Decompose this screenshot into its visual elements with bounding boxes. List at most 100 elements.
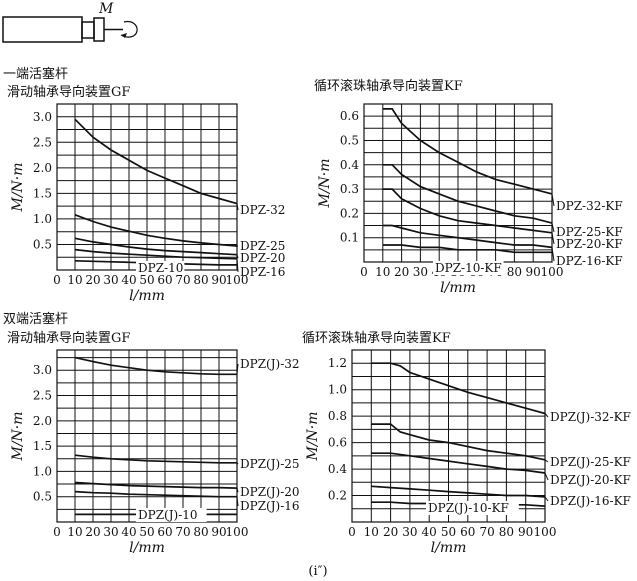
- series-label: DPZ-25: [240, 239, 285, 253]
- x-tick-label: 80: [193, 273, 208, 287]
- x-tick-label: 0: [53, 525, 61, 539]
- y-axis-label: M/N·m: [305, 411, 321, 461]
- series-leader-line: [544, 496, 549, 502]
- y-tick-label: 0.5: [33, 237, 52, 251]
- series-line-DPZ-20: [74, 237, 238, 256]
- chart-title: 循环滚珠轴承导向装置KF: [314, 78, 463, 94]
- series-leader-line: [236, 363, 239, 375]
- x-tick-label: 40: [121, 273, 136, 287]
- x-tick-label: 40: [422, 525, 437, 539]
- series-label: DPZ(J)-32-KF: [550, 410, 631, 424]
- x-tick-label: 50: [139, 525, 154, 539]
- x-tick-label: 0: [53, 273, 61, 287]
- series-leader-line: [236, 258, 239, 273]
- series-leader-line: [544, 459, 549, 463]
- series-label-bg: [136, 261, 185, 275]
- y-tick-label: 3.0: [33, 110, 52, 124]
- y-tick-label: 0.6: [328, 436, 347, 450]
- series-label-bg: [433, 261, 504, 275]
- y-axis-label: M/N·m: [10, 411, 26, 461]
- series-leader-line: [544, 472, 549, 481]
- chart-title: 滑动轴承导向装置GF: [7, 330, 130, 346]
- y-tick-label: 0.2: [328, 489, 347, 503]
- x-tick-label: 80: [499, 525, 514, 539]
- x-tick-label: 90: [211, 525, 226, 539]
- series-leader-line: [236, 203, 239, 211]
- y-tick-label: 2.5: [33, 135, 52, 149]
- x-tick-label: 10: [67, 273, 82, 287]
- y-tick-label: 3.0: [33, 363, 52, 377]
- x-tick-label: 70: [175, 525, 190, 539]
- x-tick-label: 30: [402, 525, 417, 539]
- y-tick-label: 1.0: [33, 464, 52, 478]
- series-label-bg: [136, 508, 207, 522]
- series-label: DPZ-32-KF: [556, 199, 623, 213]
- x-tick-label: 100: [541, 265, 564, 279]
- x-tick-label: 90: [526, 265, 541, 279]
- x-tick-label: 70: [479, 525, 494, 539]
- x-tick-label: 60: [157, 525, 172, 539]
- series-label-bg: [426, 501, 519, 515]
- series-leader-line: [544, 413, 549, 418]
- series-label: DPZ(J)-20: [240, 485, 300, 499]
- series-label: DPZ-10: [138, 261, 183, 275]
- series-leader-line: [236, 462, 239, 465]
- series-label: DPZ-32: [240, 203, 285, 217]
- series-line-DPZ-16: [74, 248, 238, 260]
- x-axis-label: l/mm: [431, 540, 467, 556]
- x-tick-label: 80: [193, 525, 208, 539]
- y-axis-label: M/N·m: [10, 162, 26, 212]
- series-label: DPZ-10-KF: [435, 261, 502, 275]
- y-tick-label: 0.2: [340, 206, 359, 220]
- x-tick-label: 30: [103, 525, 118, 539]
- x-tick-label: 60: [157, 273, 172, 287]
- x-tick-label: 100: [534, 525, 557, 539]
- series-label: DPZ-20: [240, 251, 285, 265]
- y-tick-label: 1.5: [33, 439, 52, 453]
- y-tick-label: 2.5: [33, 389, 52, 403]
- y-tick-label: 0.4: [328, 462, 347, 476]
- series-leader-line: [551, 222, 555, 233]
- series-label: DPZ(J)-10-KF: [428, 501, 509, 515]
- series-label: DPZ(J)-25: [240, 457, 300, 471]
- x-axis-label: l/mm: [129, 288, 165, 304]
- series-label: DPZ(J)-25-KF: [550, 455, 631, 469]
- series-leader-line: [236, 496, 239, 507]
- series-line-DPZ-16-KF: [382, 224, 553, 249]
- series-leader-line: [551, 193, 555, 207]
- series-line-DPZ-20-KF: [382, 188, 553, 234]
- y-tick-label: 0.5: [340, 133, 359, 147]
- chart-title: 循环滚珠轴承导向装置KF: [302, 330, 451, 346]
- y-tick-label: 0.3: [340, 182, 359, 196]
- series-label: DPZ-16: [240, 265, 285, 279]
- x-tick-label: 60: [460, 525, 475, 539]
- moment-arrowhead-icon: [121, 33, 127, 38]
- x-tick-label: 30: [413, 265, 428, 279]
- cylinder-icon: [2, 16, 123, 43]
- series-line-DPZ(J)-20: [74, 481, 238, 489]
- series-line-DPZ(J)-25: [74, 454, 237, 464]
- series-line-DPZ(J)-25-KF: [371, 423, 546, 461]
- series-line-DPZ(J)-32: [74, 356, 237, 376]
- x-tick-label: 0: [360, 265, 368, 279]
- x-tick-label: 20: [85, 273, 100, 287]
- series-leader-line: [236, 487, 239, 493]
- figure-label: (i″): [308, 564, 327, 579]
- x-tick-label: 50: [139, 273, 154, 287]
- x-axis-label: l/mm: [440, 280, 476, 296]
- plot-frame: [351, 349, 546, 523]
- moment-symbol: M: [98, 1, 114, 17]
- x-tick-label: 20: [85, 525, 100, 539]
- series-line-DPZ-10-KF: [382, 244, 552, 254]
- x-tick-label: 100: [226, 273, 249, 287]
- y-tick-label: 1.5: [33, 186, 52, 200]
- series-label: DPZ-16-KF: [556, 254, 623, 268]
- series-line-DPZ(J)-16: [74, 490, 237, 498]
- x-tick-label: 0: [348, 525, 356, 539]
- series-leader-line: [551, 247, 555, 262]
- section-title-single-rod: 一端活塞杆: [3, 66, 68, 82]
- series-label: DPZ(J)-16-KF: [550, 494, 631, 508]
- series-label: DPZ(J)-16: [240, 499, 300, 513]
